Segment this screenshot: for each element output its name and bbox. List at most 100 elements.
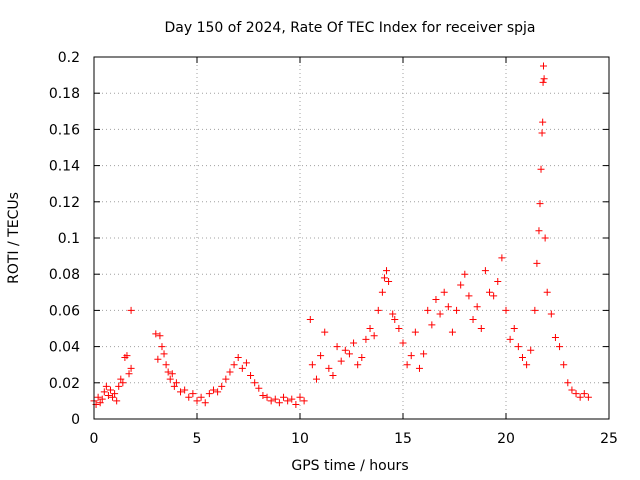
chart-title: Day 150 of 2024, Rate Of TEC Index for r… [164, 20, 535, 36]
data-point [280, 393, 288, 401]
data-point [354, 361, 362, 369]
data-point [242, 359, 250, 367]
data-point [325, 364, 333, 372]
data-point [453, 306, 461, 314]
data-point [568, 386, 576, 394]
tick-labels: 0 5 10 15 20 25 0 0.02 0.04 0.06 0.08 0.1 0.12 0.14 0.… [49, 50, 618, 447]
data-point [538, 129, 546, 137]
y-tick-label: 0.04 [49, 340, 80, 356]
plot-frame [93, 56, 610, 420]
data-point [158, 343, 166, 351]
data-point [539, 62, 547, 70]
data-point [222, 375, 230, 383]
data-point [255, 384, 263, 392]
y-tick-label: 0.12 [49, 195, 80, 211]
data-point [156, 332, 164, 340]
data-point [113, 397, 121, 405]
y-tick-label: 0.02 [49, 376, 80, 392]
data-point [395, 325, 403, 332]
grid-lines [94, 57, 609, 419]
y-tick-label: 0.06 [49, 303, 80, 319]
data-point [411, 328, 419, 336]
data-point [518, 353, 526, 361]
data-point [576, 393, 584, 401]
data-point [164, 368, 172, 376]
axis-ticks [93, 56, 610, 420]
data-point [424, 306, 432, 314]
data-point [510, 325, 518, 332]
data-point [230, 361, 238, 369]
data-point [189, 390, 197, 398]
data-point [172, 379, 180, 387]
data-point [444, 303, 452, 311]
y-tick-label: 0.18 [49, 86, 80, 102]
data-point [292, 401, 300, 409]
data-point [502, 306, 510, 314]
data-point [399, 339, 407, 347]
data-point [125, 370, 133, 378]
data-point [115, 382, 123, 390]
data-point [127, 306, 135, 314]
data-point [193, 397, 201, 405]
y-tick-label: 0.16 [49, 122, 80, 138]
y-axis-label: ROTI / TECUs [6, 192, 22, 284]
data-point [547, 310, 555, 318]
data-point [312, 375, 320, 383]
data-point [201, 399, 209, 407]
data-point [154, 355, 162, 363]
data-point [96, 399, 104, 407]
data-point [383, 267, 391, 275]
data-point [539, 118, 547, 126]
data-point [275, 399, 283, 407]
x-tick-label: 25 [600, 431, 618, 447]
data-point [533, 259, 541, 267]
data-point [162, 361, 170, 369]
data-point [321, 328, 329, 336]
data-point [166, 375, 174, 383]
data-point [259, 391, 267, 399]
data-point [432, 296, 440, 304]
data-point [341, 346, 349, 354]
data-point [448, 328, 456, 336]
data-point [306, 315, 314, 323]
data-point [564, 379, 572, 387]
data-point [123, 352, 131, 360]
x-axis-label: GPS time / hours [291, 458, 408, 474]
data-point [531, 306, 539, 314]
data-point [251, 379, 259, 387]
data-point [498, 254, 506, 262]
data-point [333, 343, 341, 351]
data-point [440, 288, 448, 296]
data-point [415, 364, 423, 372]
data-point [181, 386, 189, 394]
data-point [94, 393, 102, 401]
data-point [117, 375, 125, 383]
data-point [102, 382, 110, 390]
data-point [514, 343, 522, 351]
data-point [214, 388, 222, 396]
data-point [428, 321, 436, 329]
data-point [403, 361, 411, 369]
data-point [362, 335, 370, 343]
data-point [308, 361, 316, 369]
data-point [535, 227, 543, 235]
data-point [170, 382, 178, 390]
data-point [551, 334, 559, 342]
y-tick-label: 0.2 [58, 50, 80, 66]
data-point [541, 234, 549, 242]
data-point [473, 303, 481, 311]
data-point [267, 397, 275, 405]
data-point [461, 270, 469, 278]
data-point [378, 288, 386, 296]
y-tick-label: 0.08 [49, 267, 80, 283]
data-point [490, 292, 498, 300]
x-tick-label: 10 [291, 431, 309, 447]
data-point [271, 395, 279, 403]
data-point [127, 364, 135, 372]
data-point [536, 200, 544, 208]
data-point [370, 332, 378, 340]
data-point [317, 352, 325, 360]
data-point [436, 310, 444, 318]
data-point [119, 379, 127, 387]
